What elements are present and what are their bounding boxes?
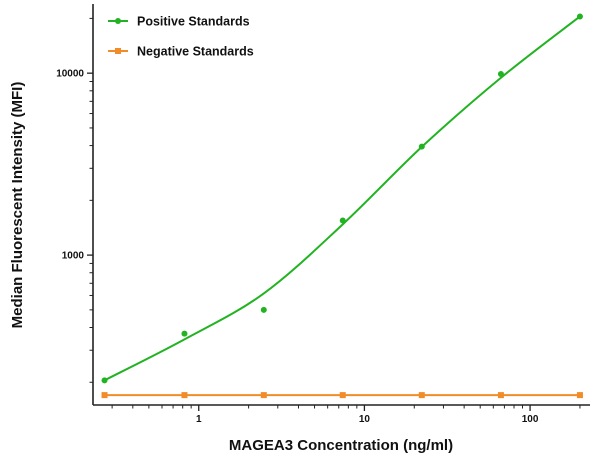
data-point-positive-standards — [101, 377, 108, 384]
y-tick-label-1000: 1000 — [62, 251, 85, 262]
legend: Positive Standards Negative Standards — [108, 15, 254, 59]
data-point-positive-standards — [576, 13, 583, 20]
data-point-negative-standards — [576, 392, 583, 399]
data-point-positive-standards — [418, 143, 425, 150]
series-positive-standards — [101, 13, 583, 384]
x-tick-label-10: 10 — [359, 414, 371, 425]
legend-label-negative-standards: Negative Standards — [137, 45, 254, 59]
x-tick-label-100: 100 — [522, 414, 539, 425]
legend-item-negative-standards: Negative Standards — [108, 45, 254, 59]
data-point-negative-standards — [339, 392, 346, 399]
y-axis-ticks: 1000 10000 — [56, 17, 93, 383]
data-point-negative-standards — [418, 392, 425, 399]
legend-marker-negative-standards — [115, 48, 121, 54]
legend-item-positive-standards: Positive Standards — [108, 15, 250, 29]
data-point-negative-standards — [181, 392, 188, 399]
x-axis-ticks: 1 10 100 — [111, 405, 581, 425]
series-negative-standards — [101, 392, 583, 399]
x-axis-title: MAGEA3 Concentration (ng/ml) — [229, 437, 453, 454]
data-point-negative-standards — [260, 392, 267, 399]
fit-curve-positive-standards — [104, 15, 581, 382]
y-tick-label-10000: 10000 — [56, 69, 84, 80]
data-point-positive-standards — [181, 330, 188, 337]
x-tick-label-1: 1 — [196, 414, 202, 425]
data-point-negative-standards — [101, 392, 108, 399]
y-axis-title: Median Fluorescent Intensity (MFI) — [9, 82, 26, 329]
data-point-positive-standards — [260, 306, 267, 313]
data-point-positive-standards — [497, 70, 504, 77]
data-point-negative-standards — [497, 392, 504, 399]
data-point-positive-standards — [339, 217, 346, 224]
legend-label-positive-standards: Positive Standards — [137, 15, 250, 29]
legend-marker-positive-standards — [115, 18, 121, 24]
plot-area — [101, 13, 583, 399]
